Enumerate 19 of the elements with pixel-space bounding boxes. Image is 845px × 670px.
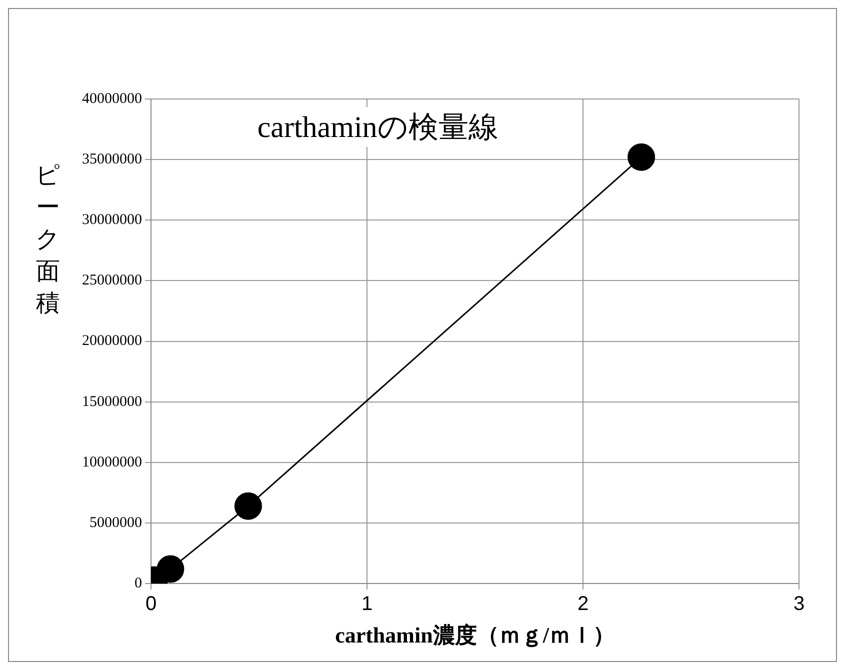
x-tick-label: 1 — [361, 593, 373, 616]
y-tick-label: 0 — [134, 576, 142, 592]
y-tick-label: 25000000 — [82, 272, 142, 289]
x-axis-title: carthamin濃度（ｍｇ/ｍｌ） — [335, 622, 615, 648]
point — [628, 143, 656, 171]
chart-title: carthaminの検量線 — [257, 110, 498, 144]
y-tick-label: 5000000 — [90, 514, 142, 531]
point — [156, 555, 184, 583]
y-tick-label: 40000000 — [82, 90, 142, 107]
y-tick-label: 15000000 — [82, 394, 142, 410]
x-tick-label: 2 — [577, 593, 589, 616]
x-tick-label: 3 — [793, 593, 805, 616]
y-tick-label: 10000000 — [82, 454, 142, 470]
x-tick-label: 0 — [145, 593, 157, 616]
y-tick-label: 20000000 — [82, 333, 142, 350]
point — [234, 492, 262, 520]
y-tick-label: 35000000 — [82, 152, 142, 168]
y-tick-label: 30000000 — [82, 212, 142, 228]
y-axis-title: ピーク面積 — [34, 160, 62, 319]
